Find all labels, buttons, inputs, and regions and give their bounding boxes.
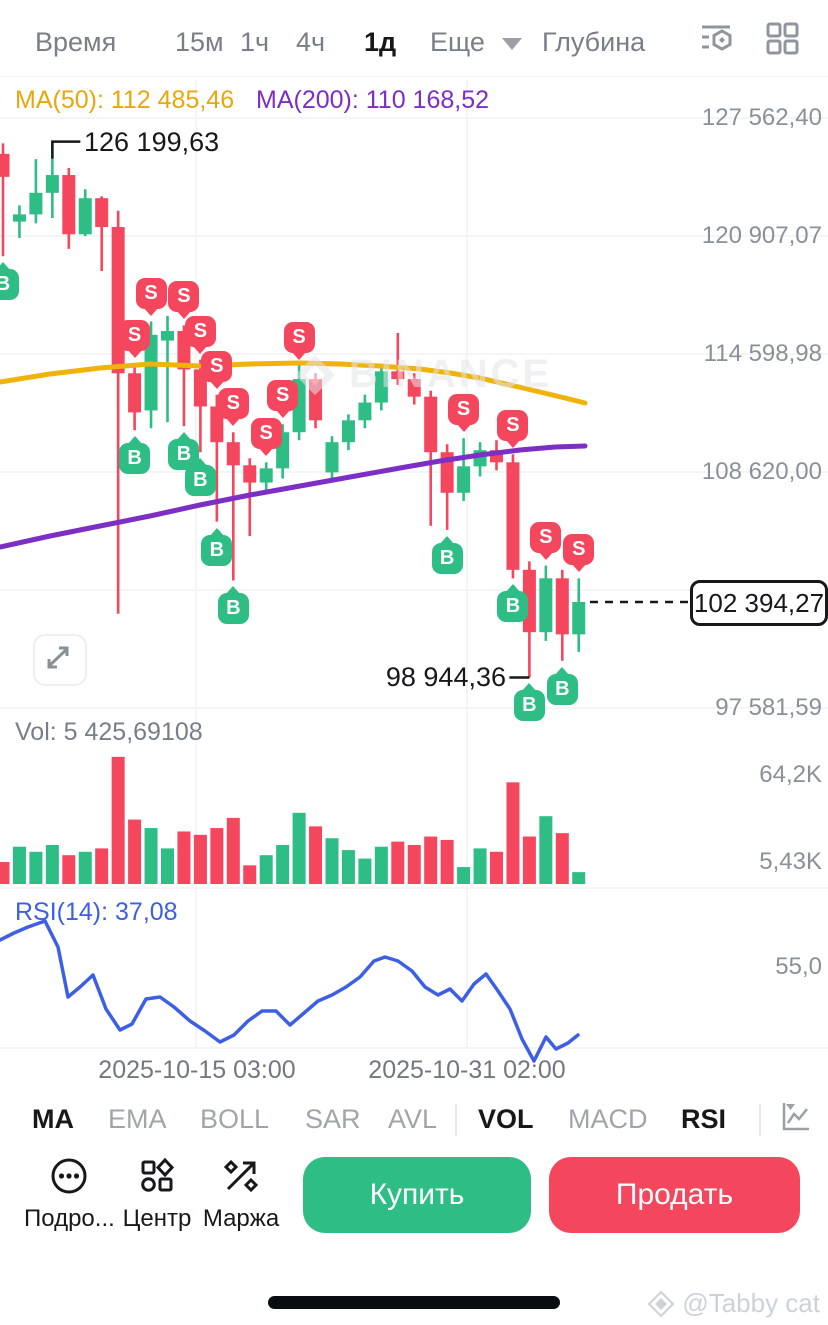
credit-watermark: @Tabby cat	[648, 1288, 820, 1319]
margin-icon	[223, 1159, 259, 1193]
tab-RSI[interactable]: RSI	[681, 1104, 727, 1134]
credit-text: @Tabby cat	[682, 1288, 820, 1318]
binance-watermark: BINANCE	[293, 352, 552, 397]
buy-button[interactable]: Купить	[303, 1157, 531, 1233]
details-button[interactable]: Подро...	[24, 1156, 115, 1233]
tab-MACD[interactable]: MACD	[568, 1104, 648, 1134]
margin-button[interactable]: Маржа	[196, 1156, 286, 1233]
timeframe-Еще[interactable]: Еще	[430, 29, 522, 56]
tab-EMA[interactable]: EMA	[108, 1104, 167, 1134]
center-shapes-icon	[141, 1157, 175, 1192]
tab-VOL[interactable]: VOL	[478, 1104, 534, 1134]
chart-toolbar: Время 15м 1ч 4ч 1д Еще Глубина	[0, 0, 828, 77]
tab-divider	[759, 1104, 761, 1136]
tab-MA[interactable]: MA	[32, 1104, 74, 1134]
center-label: Центр	[122, 1205, 192, 1232]
tab-divider	[455, 1104, 457, 1136]
binance-logo-icon	[295, 354, 335, 395]
timeframe-15м[interactable]: 15м	[175, 27, 224, 57]
binance-watermark-text: BINANCE	[349, 352, 553, 396]
credit-diamond-icon	[648, 1290, 675, 1317]
home-indicator-bar[interactable]	[268, 1296, 560, 1309]
more-ellipsis-icon	[51, 1158, 87, 1194]
tab-AVL[interactable]: AVL	[388, 1104, 438, 1134]
expand-chart-button[interactable]	[33, 634, 87, 686]
details-label: Подро...	[24, 1205, 115, 1232]
expand-arrows-icon	[47, 646, 69, 669]
sell-button[interactable]: Продать	[549, 1157, 800, 1233]
timeframe-4ч[interactable]: 4ч	[296, 27, 326, 57]
indicator-tabs: MA EMA BOLL SAR AVL VOL MACD RSI	[0, 1096, 828, 1144]
timeframe-1д[interactable]: 1д	[364, 27, 397, 57]
last-price-box: 102 394,27	[690, 579, 828, 626]
center-button[interactable]: Центр	[112, 1156, 202, 1233]
custom-indicator-icon[interactable]	[778, 1100, 812, 1134]
layout-grid-icon[interactable]	[764, 20, 800, 56]
dropdown-caret-icon	[501, 37, 522, 50]
timeframe-Глубина[interactable]: Глубина	[542, 27, 646, 57]
indicator-settings-icon[interactable]	[698, 20, 734, 56]
timeframe-1ч[interactable]: 1ч	[240, 27, 270, 57]
tab-BOLL[interactable]: BOLL	[200, 1104, 270, 1134]
timeframe-Время[interactable]: Время	[35, 27, 117, 57]
tab-SAR[interactable]: SAR	[305, 1104, 361, 1134]
margin-label: Маржа	[202, 1205, 280, 1232]
